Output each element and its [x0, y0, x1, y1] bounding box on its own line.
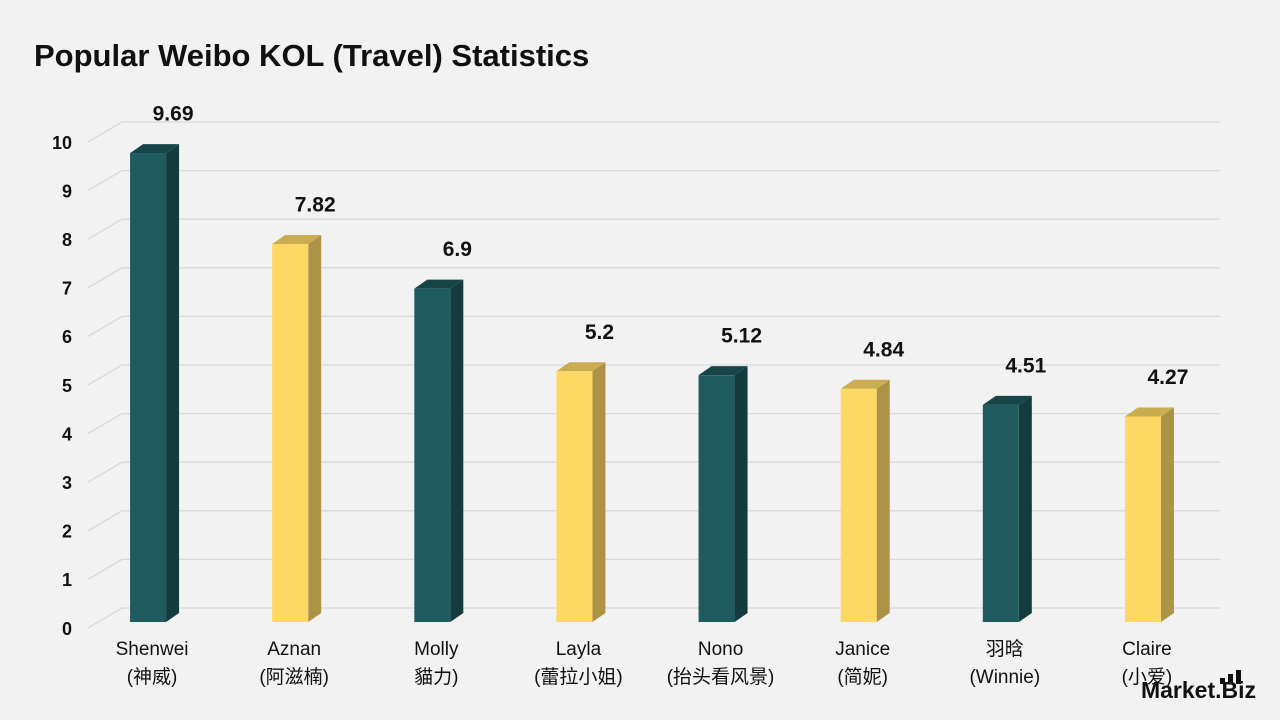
bar-front [414, 288, 451, 622]
y-tick-label: 5 [62, 376, 72, 396]
bar-side [592, 362, 606, 622]
value-label: 6.9 [443, 238, 472, 261]
y-tick-label: 3 [62, 473, 72, 493]
grid-line [87, 121, 1220, 143]
bar-side [876, 379, 890, 622]
bar-top [130, 144, 180, 154]
bar-front [1124, 416, 1161, 622]
y-tick-label: 7 [62, 279, 72, 299]
grid-line [87, 267, 1220, 289]
bar-top [698, 366, 748, 376]
bar-front [130, 153, 167, 623]
x-tick-label: (小爱) [1122, 666, 1173, 688]
y-tick-label: 2 [62, 522, 72, 542]
bar [1124, 407, 1174, 622]
bar-front [556, 371, 593, 622]
bar-side [166, 144, 180, 623]
bar [698, 366, 748, 622]
y-tick-label: 0 [62, 619, 72, 639]
value-label: 9.69 [153, 103, 194, 126]
x-tick-label: (阿滋楠) [259, 666, 329, 688]
value-label: 4.27 [1148, 366, 1189, 389]
x-tick-label: Molly [414, 639, 459, 660]
bar-top [414, 279, 464, 289]
bar-top [556, 362, 606, 372]
bar-top [982, 395, 1032, 405]
value-label: 5.2 [585, 321, 614, 344]
grid-line [87, 218, 1220, 240]
x-tick-label: (Winnie) [969, 667, 1040, 688]
x-tick-label: (简妮) [837, 666, 888, 688]
x-tick-label: Janice [835, 639, 890, 660]
bar-front [698, 375, 735, 622]
y-tick-label: 1 [62, 570, 72, 590]
chart-title: Popular Weibo KOL (Travel) Statistics [34, 38, 589, 73]
grid-line [87, 364, 1220, 386]
y-tick-label: 10 [52, 133, 72, 153]
x-tick-label: Shenwei [116, 639, 189, 660]
y-tick-label: 8 [62, 230, 72, 250]
bar [982, 395, 1032, 622]
grid-line [87, 169, 1220, 192]
value-label: 5.12 [721, 325, 762, 348]
bar-side [450, 279, 464, 622]
bar-top [840, 379, 890, 389]
x-tick-label: Layla [556, 639, 602, 660]
bar [130, 144, 180, 623]
x-tick-label: 貓力) [414, 666, 458, 688]
bar-side [734, 366, 748, 622]
x-tick-label: Claire [1122, 639, 1172, 660]
grid-line [87, 315, 1220, 337]
bar [840, 379, 890, 622]
bar-front [840, 388, 877, 622]
bar-side [308, 234, 322, 622]
x-tick-label: (神威) [127, 666, 178, 688]
logo-icon [1220, 670, 1241, 684]
value-label: 7.82 [295, 193, 336, 216]
y-tick-label: 6 [62, 327, 72, 347]
bar [414, 279, 464, 622]
bar-top [272, 234, 322, 244]
bar-side [1018, 395, 1032, 622]
bar-front [272, 243, 309, 622]
x-tick-label: 羽晗 [986, 638, 1024, 660]
x-tick-label: Aznan [267, 639, 321, 660]
bar-side [1160, 407, 1174, 622]
bar-front [982, 404, 1019, 622]
x-tick-label: (蕾拉小姐) [534, 666, 623, 688]
bar-top [1124, 407, 1174, 417]
bar [556, 362, 606, 622]
value-label: 4.84 [863, 338, 904, 361]
x-tick-label: Nono [698, 639, 743, 660]
bar [272, 234, 322, 622]
y-tick-label: 4 [62, 424, 72, 444]
y-tick-label: 9 [62, 181, 72, 201]
value-label: 4.51 [1005, 354, 1046, 377]
x-tick-label: (抬头看风景) [667, 666, 775, 688]
